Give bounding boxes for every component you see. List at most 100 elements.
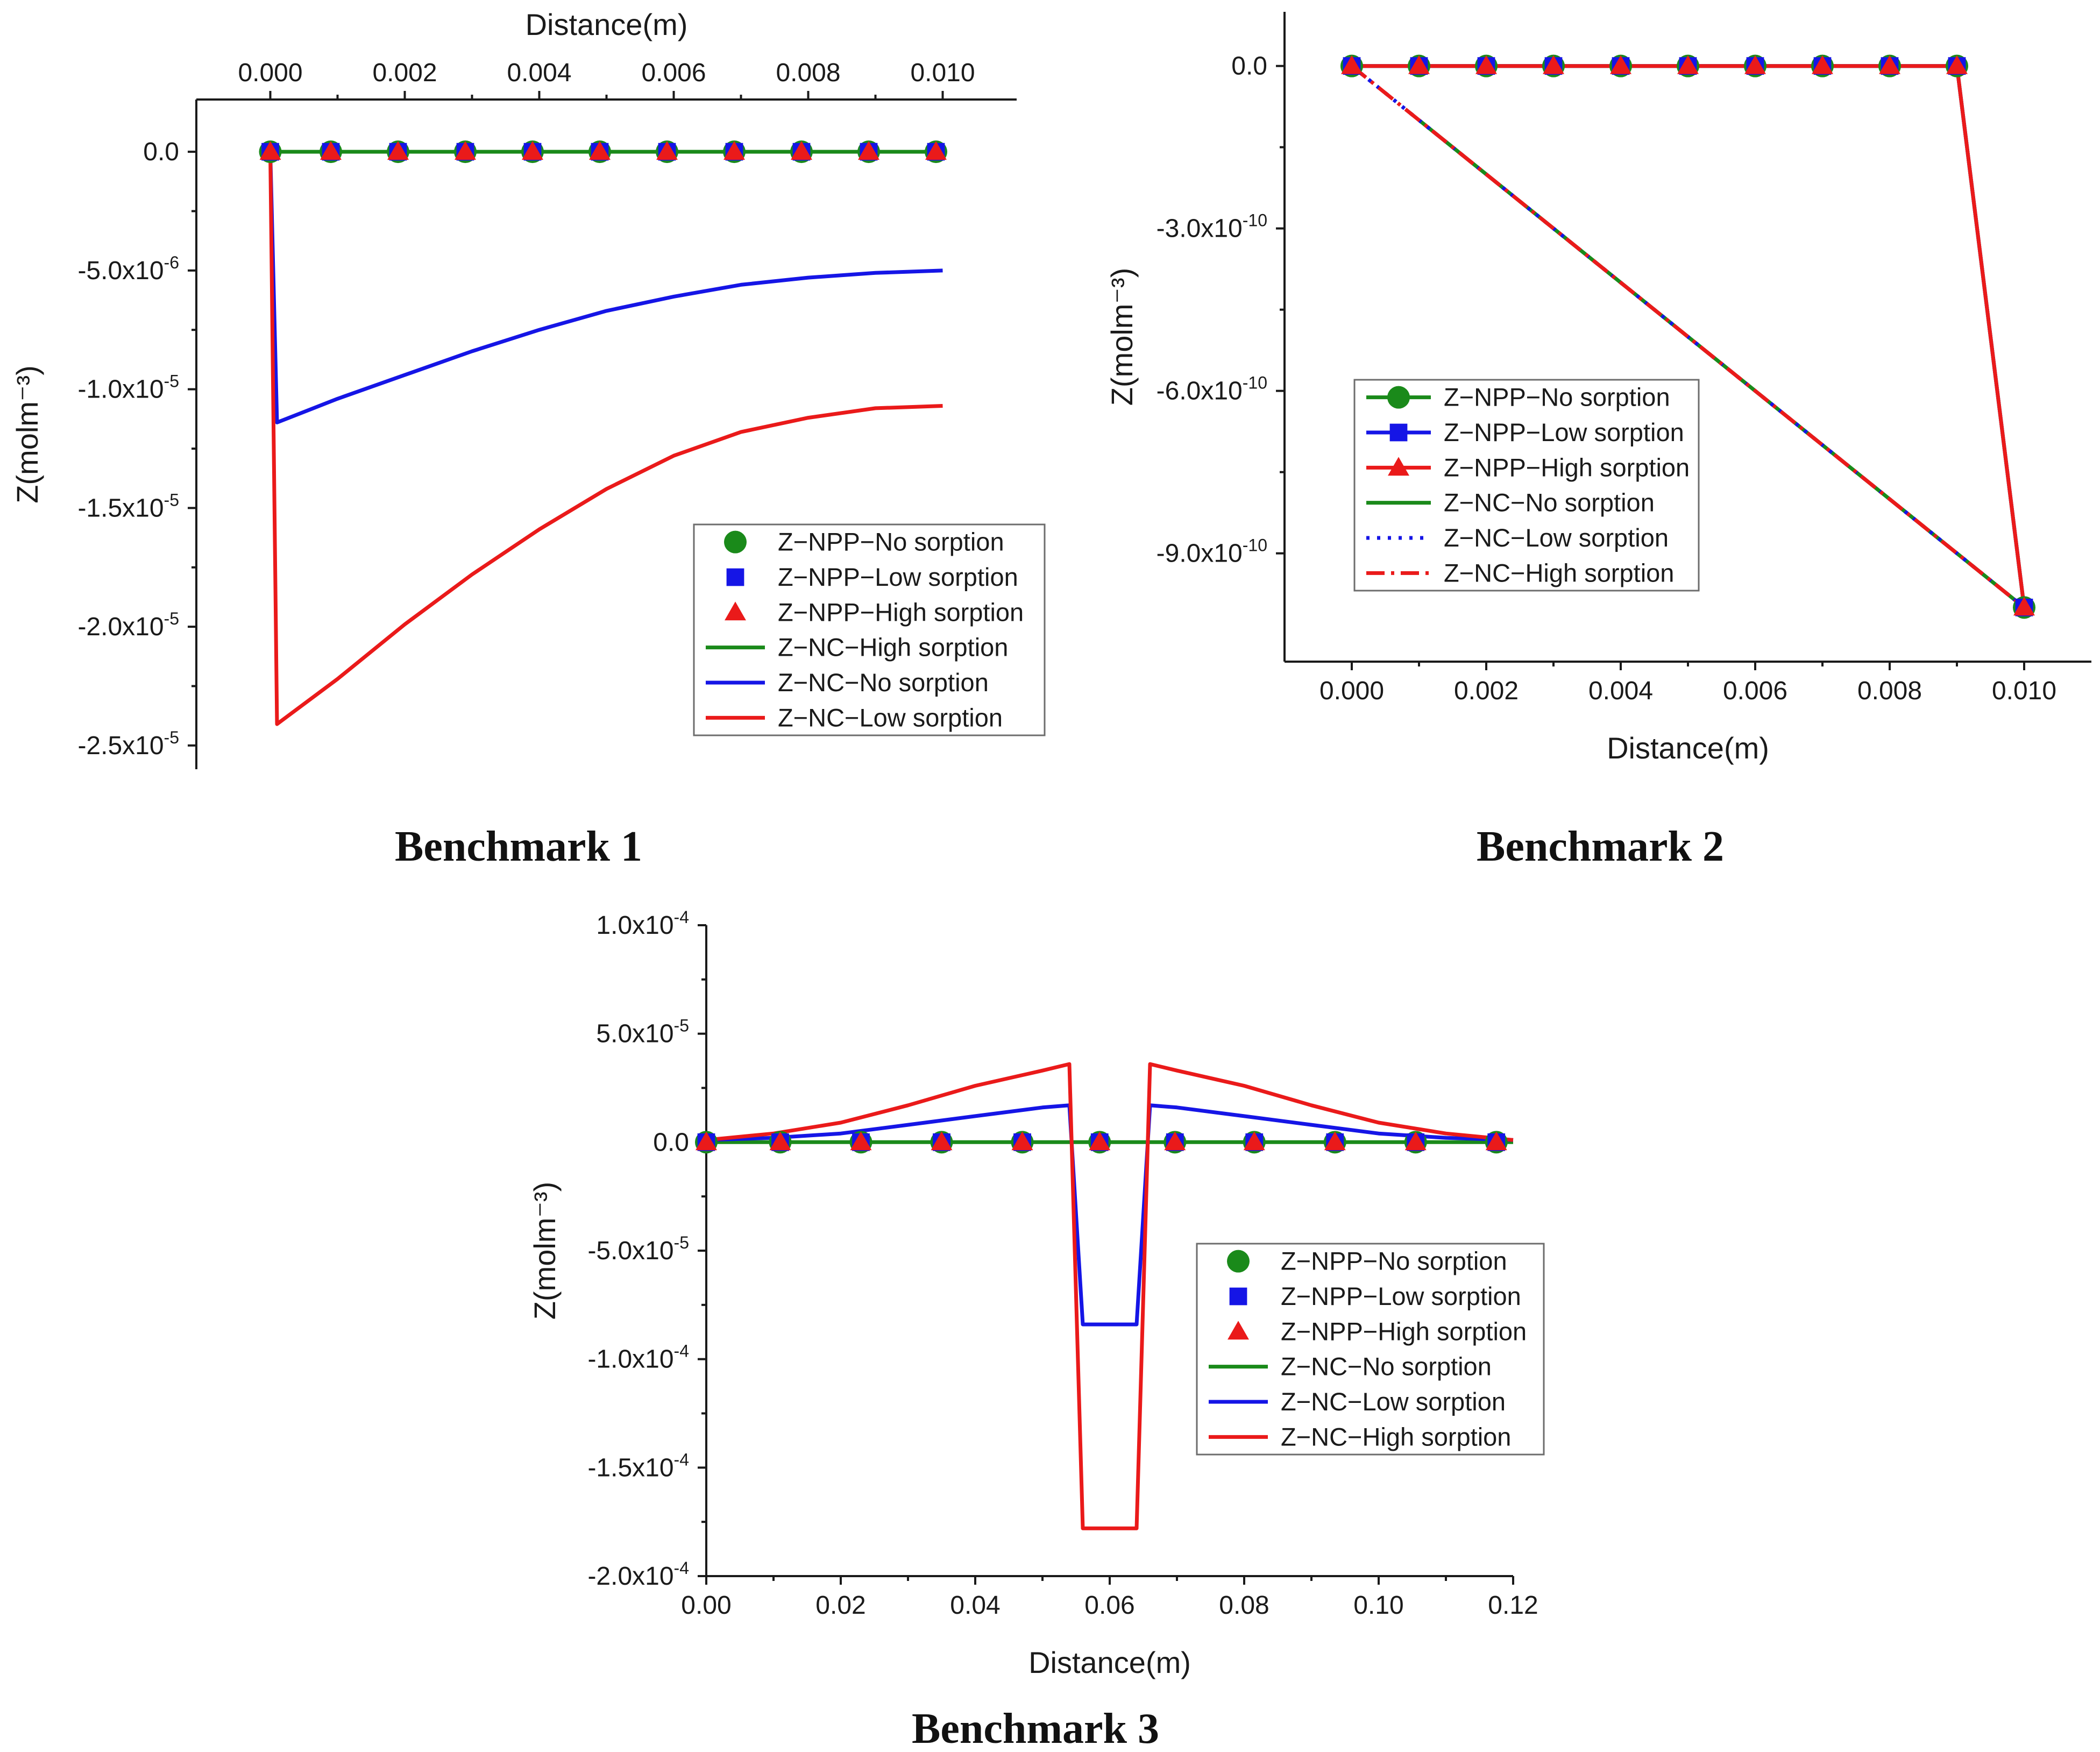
series-line-z-nc-low-sorption [268,152,943,726]
legend-label: Z−NC−Low sorption [1444,523,1669,552]
x-tick-label: 0.12 [1488,1591,1538,1620]
legend-label: Z−NC−High sorption [778,633,1008,662]
series-line-z-nc-high-sorption [1350,64,2026,609]
legend-swatch-marker [1228,1321,1249,1340]
data-point-z-npp-high-sorption [1485,1131,1507,1151]
data-point-z-npp-high-sorption [455,141,476,160]
x-tick-label: 0.06 [1084,1591,1134,1620]
legend-swatch-marker [1227,1250,1250,1273]
data-point-z-npp-high-sorption [656,141,678,160]
data-point-z-npp-high-sorption [925,141,947,160]
data-point-z-npp-high-sorption [931,1131,953,1151]
legend-label: Z−NC−High sorption [1281,1422,1511,1451]
x-tick-label: 0.000 [1319,677,1384,705]
data-point-z-npp-high-sorption [589,141,611,160]
y-tick-label: -1.5x10-5 [77,490,179,522]
legend-swatch-marker [1387,386,1410,409]
legend-label: Z−NC−No sorption [1281,1352,1492,1381]
x-tick-label: 0.00 [681,1591,731,1620]
data-point-z-npp-high-sorption [1475,55,1497,74]
x-tick-label: 0.000 [238,59,302,87]
y-tick-label: -6.0x10-10 [1157,373,1267,406]
legend-box [1353,379,1700,592]
legend-swatch-marker [724,530,747,554]
legend-label: Z−NPP−Low sorption [1444,418,1684,446]
data-point-z-npp-high-sorption [1341,55,1363,74]
legend-label: Z−NC−No sorption [778,668,989,697]
x-tick-label: 0.08 [1219,1591,1269,1620]
data-point-z-npp-high-sorption [858,141,879,160]
legend-label: Z−NC−Low sorption [778,703,1003,732]
y-tick-label: -2.5x10-5 [77,728,179,760]
data-point-z-npp-high-sorption [1543,55,1564,74]
y-axis-title: Z(molm⁻³) [528,1182,562,1320]
series-line-z-nc-no-sorption [268,152,943,424]
y-tick-label: -1.0x10-5 [77,372,179,404]
x-tick-label: 0.010 [1992,677,2056,705]
data-point-z-npp-high-sorption [696,1131,717,1151]
benchmark-2-chart: 0.000 0.002 0.004 0.006 0.008 0.010 0.0 -3.0x10… [1105,12,2091,765]
caption-benchmark-1: Benchmark 1 [395,823,642,870]
series-line-z-nc-low-sorption [1350,64,2026,609]
caption-benchmark-3: Benchmark 3 [912,1705,1159,1752]
x-tick-label: 0.04 [950,1591,1000,1620]
y-tick-label: -1.0x10-4 [587,1342,689,1374]
data-point-z-npp-high-sorption [320,141,342,160]
x-axis-title: Distance(m) [1607,731,1769,765]
x-tick-label: 0.002 [372,59,437,87]
x-tick-label: 0.008 [776,59,840,87]
data-point-z-npp-high-sorption [1324,1131,1346,1151]
data-point-z-npp-high-sorption [1677,55,1699,74]
legend-swatch-marker [1229,1287,1247,1306]
data-point-z-npp-high-sorption [387,141,409,160]
y-tick-label: -2.0x10-5 [77,609,179,641]
data-point-z-npp-high-sorption [1011,1131,1033,1151]
y-tick-label: -1.5x10-4 [587,1450,689,1482]
y-tick-label: -3.0x10-10 [1157,211,1267,243]
benchmark-1-chart: 0.000 0.002 0.004 0.006 0.008 0.010 0.0 -5.0x10… [10,8,1046,769]
y-tick-label: 1.0x10-4 [596,907,689,940]
series-line-z-nc-high-sorption [706,1062,1514,1530]
legend-label: Z−NPP−High sorption [778,598,1024,626]
legend-label: Z−NPP−High sorption [1444,453,1690,481]
y-tick-label: -5.0x10-5 [587,1233,689,1265]
data-point-z-npp-high-sorption [522,141,543,160]
data-point-z-npp-high-sorption [769,1131,791,1151]
benchmark-3-chart: 0.00 0.02 0.04 0.06 0.08 0.10 0.12 1.0x10-4 5.0x… [528,907,1545,1679]
data-point-z-npp-high-sorption [1879,55,1900,74]
y-tick-label: 0.0 [143,138,179,166]
x-tick-label: 0.008 [1857,677,1922,705]
x-tick-label: 0.004 [507,59,571,87]
legend-label: Z−NC−Low sorption [1281,1387,1506,1416]
x-tick-label: 0.004 [1588,677,1653,705]
data-point-z-npp-high-sorption [1404,1131,1427,1151]
legend-label: Z−NC−High sorption [1444,558,1674,587]
y-tick-label: -5.0x10-6 [77,253,179,285]
data-point-z-npp-high-sorption [1946,55,1968,74]
legend-label: Z−NPP−Low sorption [1281,1282,1521,1310]
data-point-z-npp-high-sorption [791,141,812,160]
legend-label: Z−NPP−High sorption [1281,1317,1527,1345]
y-axis-title: Z(molm⁻³) [1105,268,1139,406]
x-axis-title: Distance(m) [1028,1645,1191,1679]
x-tick-label: 0.006 [1723,677,1787,705]
y-tick-label: -9.0x10-10 [1157,536,1267,568]
data-point-z-npp-high-sorption [1408,55,1430,74]
legend-swatch-marker [726,568,744,586]
series-line-z-nc-low-sorption [706,1103,1514,1327]
legend-swatch-marker [1389,423,1408,442]
data-point-z-npp-high-sorption [2013,597,2035,616]
legend-label: Z−NPP−Low sorption [778,563,1018,591]
data-point-z-npp-high-sorption [1610,55,1631,74]
y-tick-label: 5.0x10-5 [596,1016,689,1048]
legend-label: Z−NPP−No sorption [778,528,1004,556]
data-point-z-npp-high-sorption [1812,55,1833,74]
x-axis-title: Distance(m) [526,8,688,41]
legend-label: Z−NPP−No sorption [1444,383,1670,412]
caption-benchmark-2: Benchmark 2 [1477,823,1724,870]
y-tick-label: 0.0 [1231,52,1267,81]
data-point-z-npp-high-sorption [259,141,281,160]
data-point-z-npp-high-sorption [1164,1131,1186,1151]
y-tick-label: -2.0x10-4 [587,1558,689,1591]
